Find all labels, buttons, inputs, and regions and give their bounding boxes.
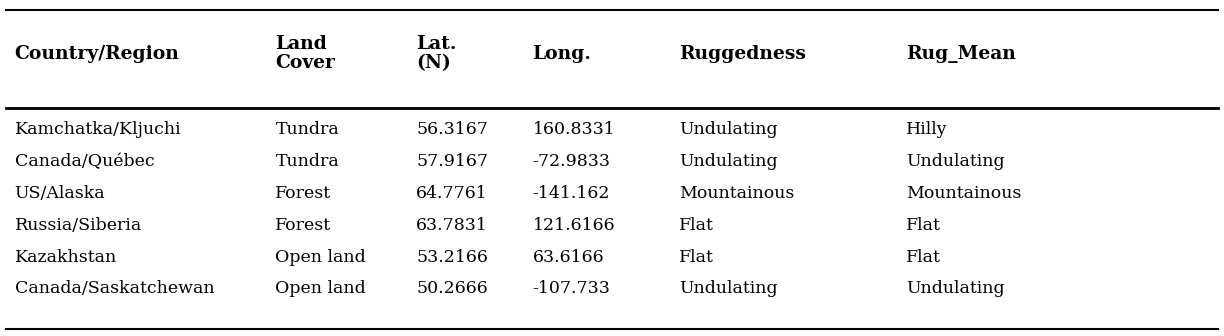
Text: Open land: Open land — [275, 281, 366, 297]
Text: 64.7761: 64.7761 — [416, 185, 488, 202]
Text: Undulating: Undulating — [679, 121, 778, 138]
Text: Open land: Open land — [275, 249, 366, 265]
Text: 121.6166: 121.6166 — [532, 217, 616, 234]
Text: US/Alaska: US/Alaska — [15, 185, 105, 202]
Text: 63.6166: 63.6166 — [532, 249, 605, 265]
Text: Forest: Forest — [275, 185, 332, 202]
Text: 57.9167: 57.9167 — [416, 153, 488, 170]
Text: 63.7831: 63.7831 — [416, 217, 488, 234]
Text: Kazakhstan: Kazakhstan — [15, 249, 118, 265]
Text: Long.: Long. — [532, 45, 591, 63]
Text: Kamchatka/Kljuchi: Kamchatka/Kljuchi — [15, 121, 181, 138]
Text: Forest: Forest — [275, 217, 332, 234]
Text: Flat: Flat — [679, 249, 714, 265]
Text: Undulating: Undulating — [679, 153, 778, 170]
Text: Canada/Québec: Canada/Québec — [15, 153, 154, 170]
Text: Undulating: Undulating — [679, 281, 778, 297]
Text: Tundra: Tundra — [275, 153, 339, 170]
Text: Mountainous: Mountainous — [906, 185, 1021, 202]
Text: 56.3167: 56.3167 — [416, 121, 488, 138]
Text: Flat: Flat — [679, 217, 714, 234]
Text: Undulating: Undulating — [906, 153, 1005, 170]
Text: Russia/Siberia: Russia/Siberia — [15, 217, 142, 234]
Text: 160.8331: 160.8331 — [532, 121, 616, 138]
Text: Tundra: Tundra — [275, 121, 339, 138]
Text: -72.9833: -72.9833 — [532, 153, 611, 170]
Text: Flat: Flat — [906, 249, 940, 265]
Text: Country/Region: Country/Region — [15, 45, 180, 63]
Text: -141.162: -141.162 — [532, 185, 610, 202]
Text: Hilly: Hilly — [906, 121, 947, 138]
Text: 50.2666: 50.2666 — [416, 281, 488, 297]
Text: Ruggedness: Ruggedness — [679, 45, 807, 63]
Text: Canada/Saskatchewan: Canada/Saskatchewan — [15, 281, 214, 297]
Text: Flat: Flat — [906, 217, 940, 234]
Text: Mountainous: Mountainous — [679, 185, 794, 202]
Text: Land
Cover: Land Cover — [275, 35, 335, 73]
Text: Undulating: Undulating — [906, 281, 1005, 297]
Text: 53.2166: 53.2166 — [416, 249, 488, 265]
Text: -107.733: -107.733 — [532, 281, 611, 297]
Text: Lat.
(N): Lat. (N) — [416, 35, 457, 73]
Text: Rug_Mean: Rug_Mean — [906, 45, 1016, 63]
